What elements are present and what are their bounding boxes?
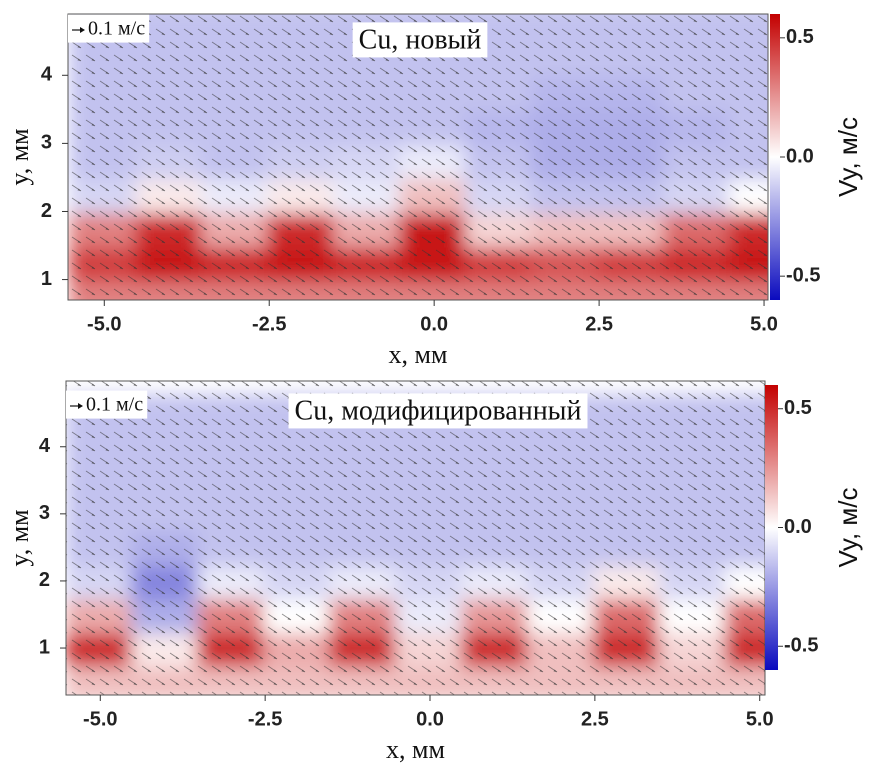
heatmap — [66, 381, 765, 695]
scale-arrow-head — [80, 27, 85, 33]
colorbar — [770, 14, 780, 300]
colorbar-tick-label: 0.0 — [784, 516, 812, 538]
x-tick-label: 0.0 — [416, 708, 444, 730]
x-axis-label: x, мм — [386, 735, 445, 764]
x-tick-label: 0.0 — [420, 313, 448, 335]
colorbar-label: Vy, м/с — [833, 488, 863, 568]
x-tick-label: -5.0 — [83, 708, 117, 730]
panel-title: Cu, новый — [359, 24, 482, 55]
x-tick-label: 2.5 — [581, 708, 609, 730]
colorbar-tick-label: 0.5 — [784, 397, 812, 419]
y-tick-label: 2 — [39, 569, 50, 591]
y-tick-label: 4 — [39, 435, 51, 457]
scale-label: 0.1 м/с — [88, 18, 145, 40]
x-tick-label: -2.5 — [252, 313, 286, 335]
y-tick-label: 2 — [41, 200, 52, 222]
x-tick-label: 2.5 — [585, 313, 613, 335]
velocity-vectors — [66, 381, 765, 695]
y-axis-label: y, мм — [5, 509, 34, 566]
colorbar-tick-label: -0.5 — [786, 264, 820, 286]
x-tick-label: -5.0 — [87, 313, 121, 335]
plot-frame — [67, 13, 769, 301]
title-box — [352, 22, 488, 58]
title-box — [288, 393, 588, 429]
colorbar-tick-label: 0.0 — [786, 145, 814, 167]
colorbar-label: Vy, м/с — [833, 117, 863, 197]
x-tick-label: 5.0 — [750, 313, 778, 335]
y-tick-label: 1 — [41, 268, 52, 290]
y-tick-label: 4 — [41, 64, 53, 86]
colorbar-tick-label: 0.5 — [786, 26, 814, 48]
velocity-vectors — [68, 14, 768, 300]
scale-arrow-head — [78, 403, 83, 409]
y-tick-label: 3 — [39, 502, 50, 524]
panel-title: Cu, модифицированный — [295, 395, 582, 426]
colorbar-tick-label: -0.5 — [784, 635, 818, 657]
y-axis-label: y, мм — [5, 128, 34, 185]
colorbar — [765, 385, 778, 670]
y-tick-label: 1 — [39, 636, 50, 658]
x-axis-label: x, мм — [389, 340, 448, 369]
x-tick-label: 5.0 — [746, 708, 774, 730]
x-tick-label: -2.5 — [248, 708, 282, 730]
y-tick-label: 3 — [41, 132, 52, 154]
scale-label: 0.1 м/с — [86, 394, 143, 416]
